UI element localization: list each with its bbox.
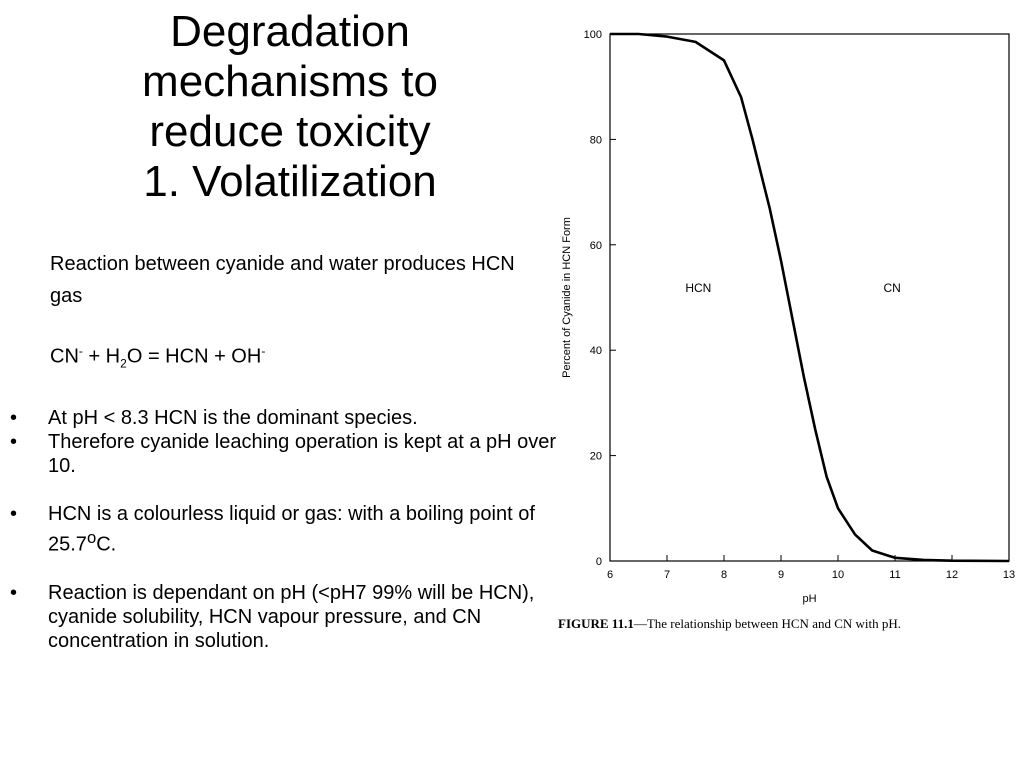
degree-sup: o (86, 528, 97, 547)
bullet-text-3: HCN is a colourless liquid or gas: with … (48, 503, 535, 556)
eq-rest: O = HCN + OH (126, 345, 262, 368)
bullet-text-4: Reaction is dependant on pH (<pH7 99% wi… (48, 581, 535, 652)
y-axis-label: Percent of Cyanide in HCN Form (561, 217, 573, 378)
reaction-equation: CN- + H2O = HCN + OH- (50, 344, 265, 371)
title-line-2: mechanisms to (142, 57, 438, 106)
intro-text: Reaction between cyanide and water produ… (50, 253, 515, 307)
y-tick-label: 40 (590, 345, 602, 357)
figure-caption: FIGURE 11.1—The relationship between HCN… (558, 616, 901, 632)
x-tick-label: 10 (832, 569, 844, 581)
series-line (610, 32, 1010, 563)
chart-container: 0 20 40 60 80 100 6 7 8 9 10 11 12 13 pH Percent of Cya… (545, 16, 1024, 636)
eq-cn-sup: - (78, 344, 83, 358)
title-line-3: reduce toxicity (149, 107, 431, 156)
y-tick-label: 80 (590, 134, 602, 146)
x-axis-label: pH (802, 593, 816, 605)
eq-plus-h: + H (82, 345, 121, 368)
title-line-4: 1. Volatilization (143, 157, 437, 206)
region-label-hcn: HCN (685, 281, 711, 295)
bullet-item: Therefore cyanide leaching operation is … (0, 430, 560, 478)
eq-cn: CN (50, 345, 79, 368)
x-tick-label: 12 (946, 569, 958, 581)
title-line-1: Degradation (170, 7, 410, 56)
x-tick-label: 13 (1003, 569, 1015, 581)
bullet-text-1: At pH < 8.3 HCN is the dominant species. (48, 407, 418, 429)
eq-oh-sup: - (261, 344, 266, 358)
bullet-list: At pH < 8.3 HCN is the dominant species.… (0, 406, 560, 653)
bullet-item: At pH < 8.3 HCN is the dominant species. (0, 406, 560, 430)
x-tick-label: 11 (889, 569, 900, 581)
x-tick-label: 9 (778, 569, 784, 581)
y-tick-label: 60 (590, 240, 602, 252)
chart-svg: 0 20 40 60 80 100 6 7 8 9 10 11 12 13 pH Percent of Cya… (561, 29, 1015, 605)
x-tick-label: 6 (607, 569, 613, 581)
bullet-text-2: Therefore cyanide leaching operation is … (48, 431, 557, 477)
y-tick-label: 100 (584, 29, 602, 41)
y-tick-label: 0 (596, 556, 602, 568)
bullet-text-3-tail: C. (96, 533, 117, 556)
x-tick-label: 7 (664, 569, 670, 581)
region-label-cn: CN (883, 281, 900, 295)
eq-h-sub: 2 (120, 356, 127, 371)
slide-title: Degradation mechanisms to reduce toxicit… (0, 10, 580, 210)
caption-figure-number: FIGURE 11.1 (558, 616, 634, 631)
caption-text: —The relationship between HCN and CN wit… (633, 616, 902, 631)
plot-frame (609, 33, 1010, 562)
bullet-item: Reaction is dependant on pH (<pH7 99% wi… (0, 581, 560, 653)
bullet-item: HCN is a colourless liquid or gas: with … (0, 502, 560, 557)
y-tick-label: 20 (590, 451, 602, 463)
x-tick-label: 8 (721, 569, 727, 581)
